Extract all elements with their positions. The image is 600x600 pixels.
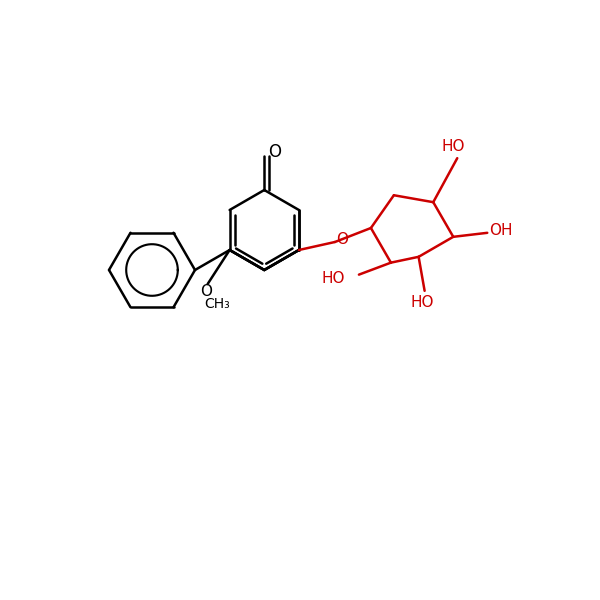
Text: CH₃: CH₃	[204, 297, 230, 311]
Text: O: O	[200, 283, 212, 298]
Text: HO: HO	[411, 295, 434, 310]
Text: O: O	[268, 143, 281, 161]
Text: O: O	[336, 232, 348, 247]
Text: OH: OH	[490, 223, 513, 238]
Text: HO: HO	[322, 271, 345, 286]
Text: HO: HO	[442, 139, 465, 154]
